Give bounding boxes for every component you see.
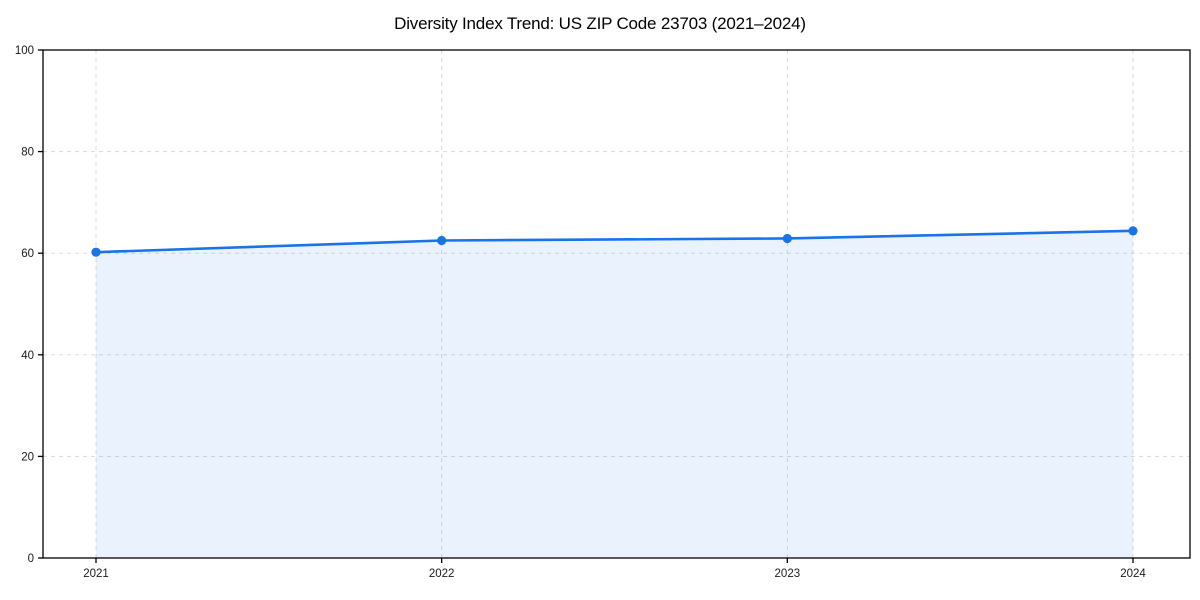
y-tick-label: 100	[15, 45, 34, 57]
area-fill	[96, 230, 1133, 558]
x-tick-label: 2023	[775, 568, 801, 580]
y-tick-label: 80	[21, 147, 34, 159]
x-tick-label: 2024	[1120, 568, 1146, 580]
data-point-2022	[437, 235, 447, 246]
trend-line	[94, 229, 1135, 254]
plot-border	[42, 49, 1191, 559]
data-point-2021	[91, 247, 101, 257]
x-tick-label: 2021	[83, 568, 109, 580]
chart-title: Diversity Index Trend: US ZIP Code 23703…	[394, 14, 806, 33]
y-tick-label: 60	[21, 248, 34, 260]
y-tick-label: 20	[21, 451, 34, 463]
x-tick-label: 2022	[429, 568, 455, 580]
y-tick-label: 40	[21, 350, 34, 362]
data-point-2024	[1128, 226, 1138, 236]
data-point-2023	[782, 233, 792, 244]
y-tick-label: 0	[28, 553, 34, 565]
